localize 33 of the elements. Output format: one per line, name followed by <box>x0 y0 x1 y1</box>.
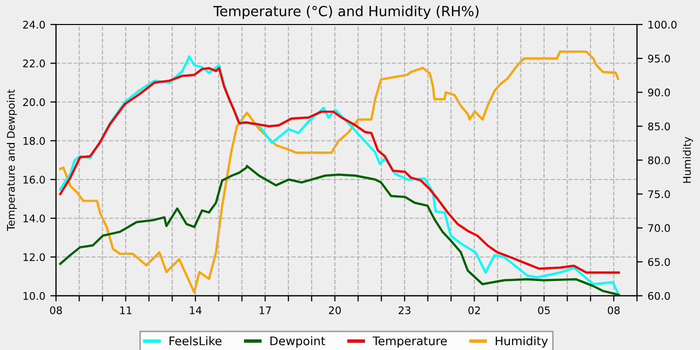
y-tick-label: 14.0 <box>24 214 45 222</box>
x-tick-label: 20 <box>329 306 341 314</box>
y-tick-label: 10.0 <box>24 292 45 300</box>
y2-tick-label: 85.0 <box>648 122 670 130</box>
y2-tick-label: 80.0 <box>648 156 670 164</box>
x-tick-label: 11 <box>120 306 132 314</box>
y2-tick-label: 70.0 <box>648 224 670 232</box>
legend-label: Humidity <box>496 336 548 348</box>
y-axis-title: Temperature and Dewpoint <box>6 90 17 232</box>
x-tick-label: 02 <box>468 306 480 314</box>
y2-tick-label: 60.0 <box>648 292 670 300</box>
y2-tick-label: 95.0 <box>648 54 670 63</box>
y-tick-label: 20.0 <box>23 98 45 106</box>
x-tick-label: 14 <box>190 306 202 314</box>
x-tick-label: 17 <box>260 306 271 314</box>
legend-label: Dewpoint <box>270 336 326 348</box>
y2-tick-label: 65.0 <box>648 258 670 266</box>
legend-label: FeelsLike <box>170 336 222 346</box>
y-tick-label: 18.0 <box>24 136 45 145</box>
x-tick-label: 23 <box>398 306 410 314</box>
y-tick-label: 22.0 <box>23 59 45 68</box>
x-tick-label: 08 <box>608 306 620 314</box>
x-tick-label: 05 <box>538 306 550 314</box>
y-tick-label: 24.0 <box>23 20 45 29</box>
x-tick-label: 08 <box>50 306 62 314</box>
y2-tick-label: 100.0 <box>648 20 677 29</box>
y2-axis-title: Humidity <box>682 136 693 183</box>
y2-tick-label: 90.0 <box>648 88 670 96</box>
legend-label: Temperature <box>372 336 447 348</box>
y2-tick-label: 75.0 <box>648 190 670 198</box>
chart-title: Temperature (°C) and Humidity (RH%) <box>213 6 478 20</box>
y-tick-label: 16.0 <box>24 176 45 184</box>
y-tick-label: 12.0 <box>24 253 45 262</box>
